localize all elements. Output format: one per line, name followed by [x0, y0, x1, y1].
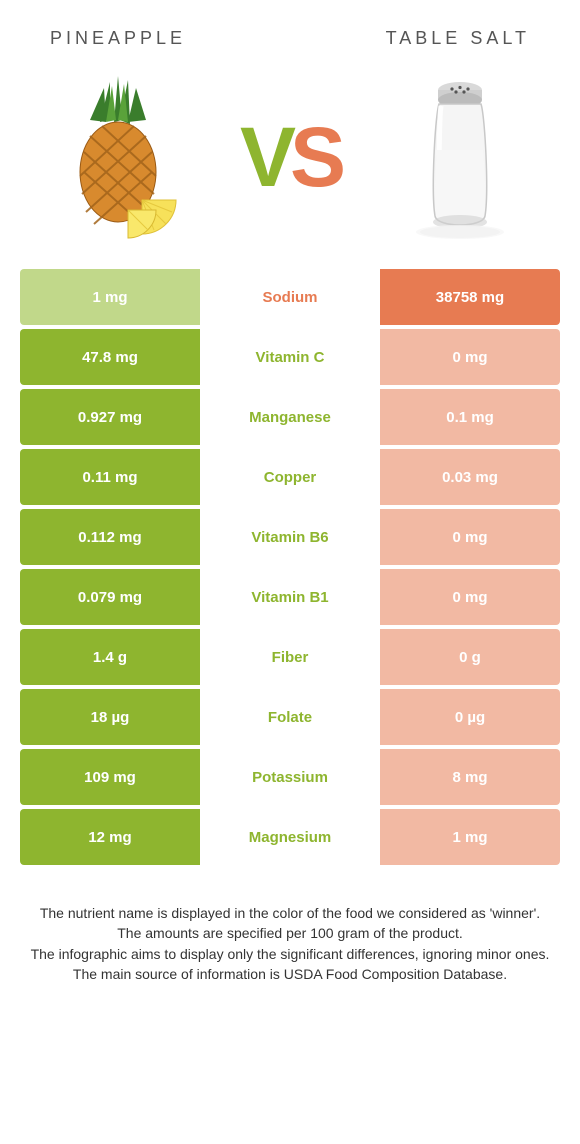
value-left: 109 mg — [20, 749, 200, 805]
vs-s: S — [290, 109, 340, 206]
value-left: 12 mg — [20, 809, 200, 865]
value-right: 8 mg — [380, 749, 560, 805]
value-right: 0.1 mg — [380, 389, 560, 445]
table-row: 18 µgFolate0 µg — [20, 689, 560, 745]
nutrient-name: Fiber — [200, 629, 380, 685]
vs-v: V — [240, 109, 290, 206]
value-left: 18 µg — [20, 689, 200, 745]
table-row: 109 mgPotassium8 mg — [20, 749, 560, 805]
footnote-line: The infographic aims to display only the… — [30, 944, 550, 964]
value-left: 0.11 mg — [20, 449, 200, 505]
footnote-line: The main source of information is USDA F… — [30, 964, 550, 984]
table-row: 1.4 gFiber0 g — [20, 629, 560, 685]
footnote-line: The amounts are specified per 100 gram o… — [30, 923, 550, 943]
value-left: 0.112 mg — [20, 509, 200, 565]
food-left-title: PINEAPPLE — [50, 28, 186, 49]
value-left: 0.927 mg — [20, 389, 200, 445]
value-right: 0 mg — [380, 329, 560, 385]
value-right: 0 µg — [380, 689, 560, 745]
nutrient-name: Folate — [200, 689, 380, 745]
value-right: 0 g — [380, 629, 560, 685]
comparison-table: 1 mgSodium38758 mg47.8 mgVitamin C0 mg0.… — [20, 269, 560, 865]
nutrient-name: Sodium — [200, 269, 380, 325]
value-right: 0 mg — [380, 569, 560, 625]
value-left: 0.079 mg — [20, 569, 200, 625]
table-row: 0.079 mgVitamin B10 mg — [20, 569, 560, 625]
table-row: 0.11 mgCopper0.03 mg — [20, 449, 560, 505]
table-row: 0.112 mgVitamin B60 mg — [20, 509, 560, 565]
value-left: 47.8 mg — [20, 329, 200, 385]
value-left: 1 mg — [20, 269, 200, 325]
nutrient-name: Copper — [200, 449, 380, 505]
pineapple-image — [40, 67, 200, 247]
nutrient-name: Potassium — [200, 749, 380, 805]
footnote-line: The nutrient name is displayed in the co… — [30, 903, 550, 923]
value-right: 0 mg — [380, 509, 560, 565]
value-right: 38758 mg — [380, 269, 560, 325]
vs-label: VS — [240, 109, 340, 206]
nutrient-name: Vitamin B6 — [200, 509, 380, 565]
table-row: 47.8 mgVitamin C0 mg — [20, 329, 560, 385]
table-row: 1 mgSodium38758 mg — [20, 269, 560, 325]
footnotes: The nutrient name is displayed in the co… — [0, 869, 580, 984]
nutrient-name: Vitamin C — [200, 329, 380, 385]
value-left: 1.4 g — [20, 629, 200, 685]
header-row: PINEAPPLE TABLE SALT — [0, 0, 580, 49]
value-right: 0.03 mg — [380, 449, 560, 505]
nutrient-name: Manganese — [200, 389, 380, 445]
table-row: 0.927 mgManganese0.1 mg — [20, 389, 560, 445]
nutrient-name: Vitamin B1 — [200, 569, 380, 625]
value-right: 1 mg — [380, 809, 560, 865]
salt-shaker-image — [380, 67, 540, 247]
nutrient-name: Magnesium — [200, 809, 380, 865]
food-right-title: TABLE SALT — [386, 28, 530, 49]
table-row: 12 mgMagnesium1 mg — [20, 809, 560, 865]
hero-row: VS — [0, 49, 580, 269]
